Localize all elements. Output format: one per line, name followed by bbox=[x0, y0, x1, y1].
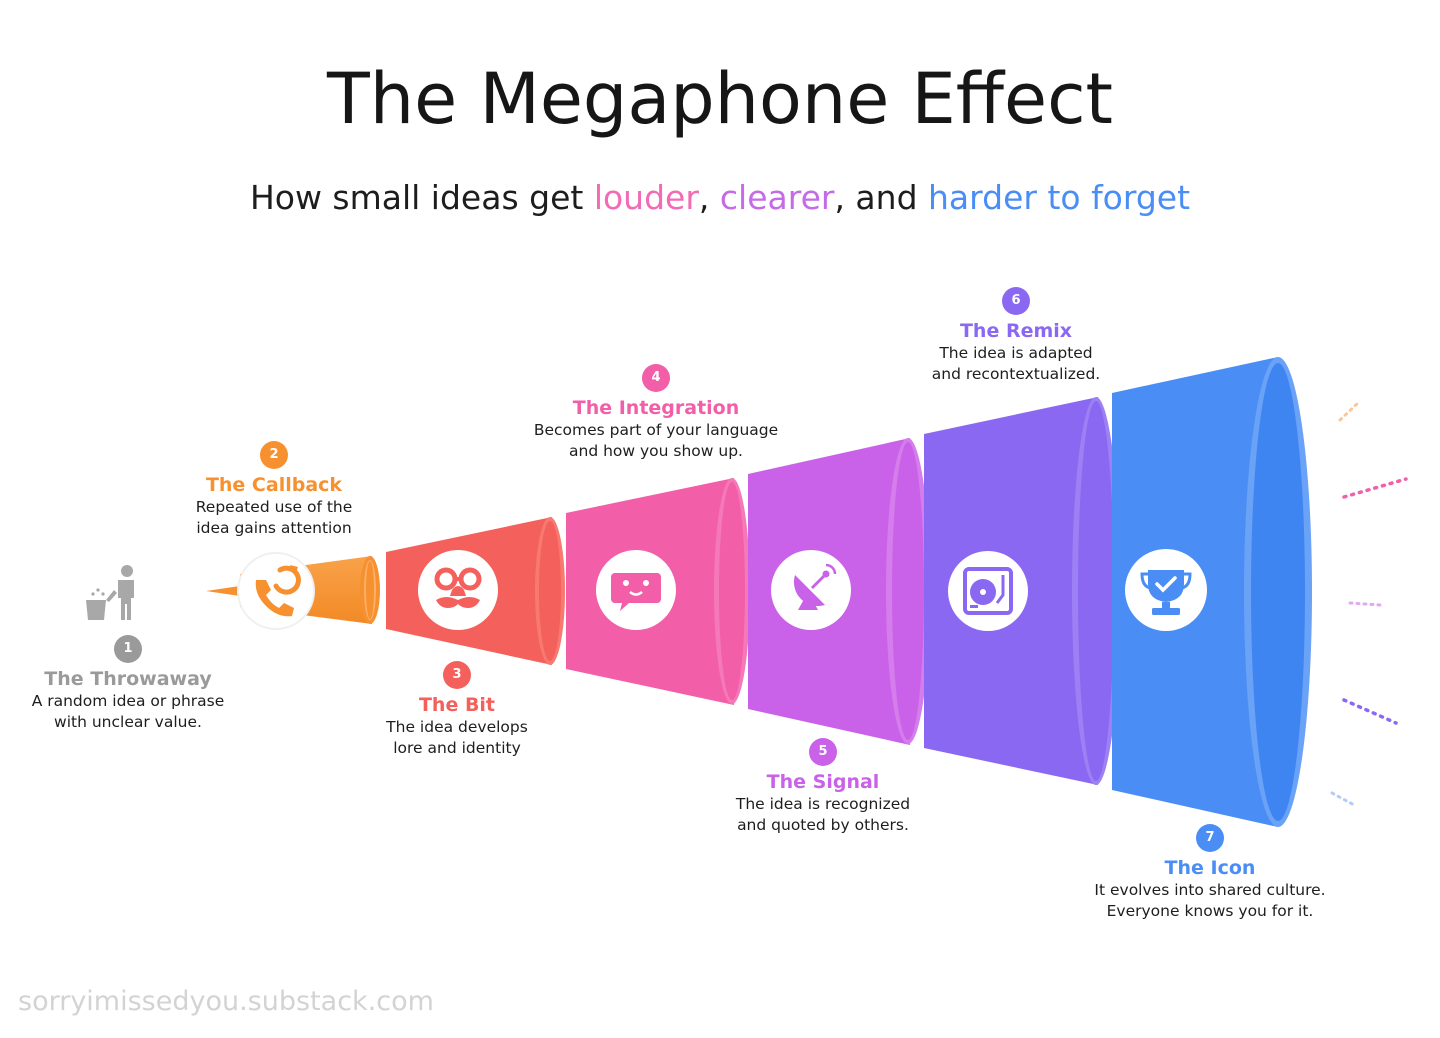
stage-desc-throwaway-1: A random idea or phrase bbox=[31, 692, 225, 710]
stage-desc-throwaway-2: with unclear value. bbox=[54, 712, 202, 731]
step-badge-2: 2 bbox=[260, 441, 288, 469]
subtitle-sep-1: , bbox=[698, 178, 720, 217]
chat-bubble-icon bbox=[596, 550, 676, 630]
step-badge-4: 4 bbox=[642, 364, 670, 392]
stage-icon: 7 The Icon It evolves into shared cultur… bbox=[1060, 824, 1360, 921]
subtitle-sep-2: , and bbox=[834, 178, 929, 217]
stage-name-remix: The Remix bbox=[959, 320, 1073, 342]
stage-name-bit: The Bit bbox=[418, 694, 496, 716]
stage-throwaway: 1 The Throwaway A random idea or phrase … bbox=[0, 635, 278, 732]
sound-wave-lines bbox=[1330, 399, 1408, 808]
subtitle-clearer: clearer bbox=[719, 178, 835, 217]
stage-name-signal: The Signal bbox=[766, 771, 880, 793]
stage-desc-icon-1: It evolves into shared culture. bbox=[1094, 881, 1326, 899]
stage-desc-signal-1: The idea is recognized bbox=[735, 795, 911, 813]
trash-person-icon bbox=[86, 565, 134, 620]
stage-desc-callback-2: idea gains attention bbox=[196, 518, 352, 537]
page-title: The Megaphone Effect bbox=[327, 58, 1113, 140]
stage-name-callback: The Callback bbox=[205, 474, 343, 496]
stage-signal: 5 The Signal The idea is recognized and … bbox=[673, 738, 973, 835]
stage-name-integration: The Integration bbox=[572, 397, 740, 419]
stage-name-throwaway: The Throwaway bbox=[44, 668, 212, 690]
trophy-icon bbox=[1125, 549, 1207, 631]
megaphone-tip bbox=[206, 586, 240, 596]
stage-desc-bit-1: The idea develops bbox=[386, 718, 528, 736]
turntable-icon bbox=[948, 551, 1028, 631]
stage-bit: 3 The Bit The idea develops lore and ide… bbox=[307, 661, 607, 758]
step-badge-6: 6 bbox=[1002, 287, 1030, 315]
stage-desc-signal-2: and quoted by others. bbox=[737, 815, 909, 834]
phone-callback-icon bbox=[237, 552, 315, 630]
stage-desc-icon-2: Everyone knows you for it. bbox=[1106, 901, 1314, 920]
step-badge-3: 3 bbox=[443, 661, 471, 689]
page-subtitle: How small ideas get louder, clearer, and… bbox=[0, 178, 1440, 217]
stage-remix: 6 The Remix The idea is adapted and reco… bbox=[866, 287, 1166, 384]
stage-desc-remix-2: and recontextualized. bbox=[931, 364, 1101, 383]
stage-desc-remix-1: The idea is adapted bbox=[939, 344, 1093, 362]
step-badge-1: 1 bbox=[114, 635, 142, 663]
stage-desc-bit-2: lore and identity bbox=[393, 738, 521, 757]
step-badge-7: 7 bbox=[1196, 824, 1224, 852]
stage-desc-integration-1: Becomes part of your language bbox=[533, 421, 779, 439]
stage-name-icon: The Icon bbox=[1164, 857, 1256, 879]
subtitle-prefix: How small ideas get bbox=[249, 178, 594, 217]
satellite-dish-icon bbox=[771, 550, 851, 630]
stage-desc-integration-2: and how you show up. bbox=[569, 441, 743, 460]
subtitle-harder: harder to forget bbox=[928, 178, 1191, 217]
stage-callback: 2 The Callback Repeated use of the idea … bbox=[124, 441, 424, 538]
source-watermark: sorryimissedyou.substack.com bbox=[18, 986, 434, 1017]
disguise-glasses-icon bbox=[418, 550, 498, 630]
subtitle-louder: louder bbox=[593, 178, 699, 217]
stage-desc-callback-1: Repeated use of the bbox=[195, 498, 353, 516]
stage-integration: 4 The Integration Becomes part of your l… bbox=[506, 364, 806, 461]
step-badge-5: 5 bbox=[809, 738, 837, 766]
